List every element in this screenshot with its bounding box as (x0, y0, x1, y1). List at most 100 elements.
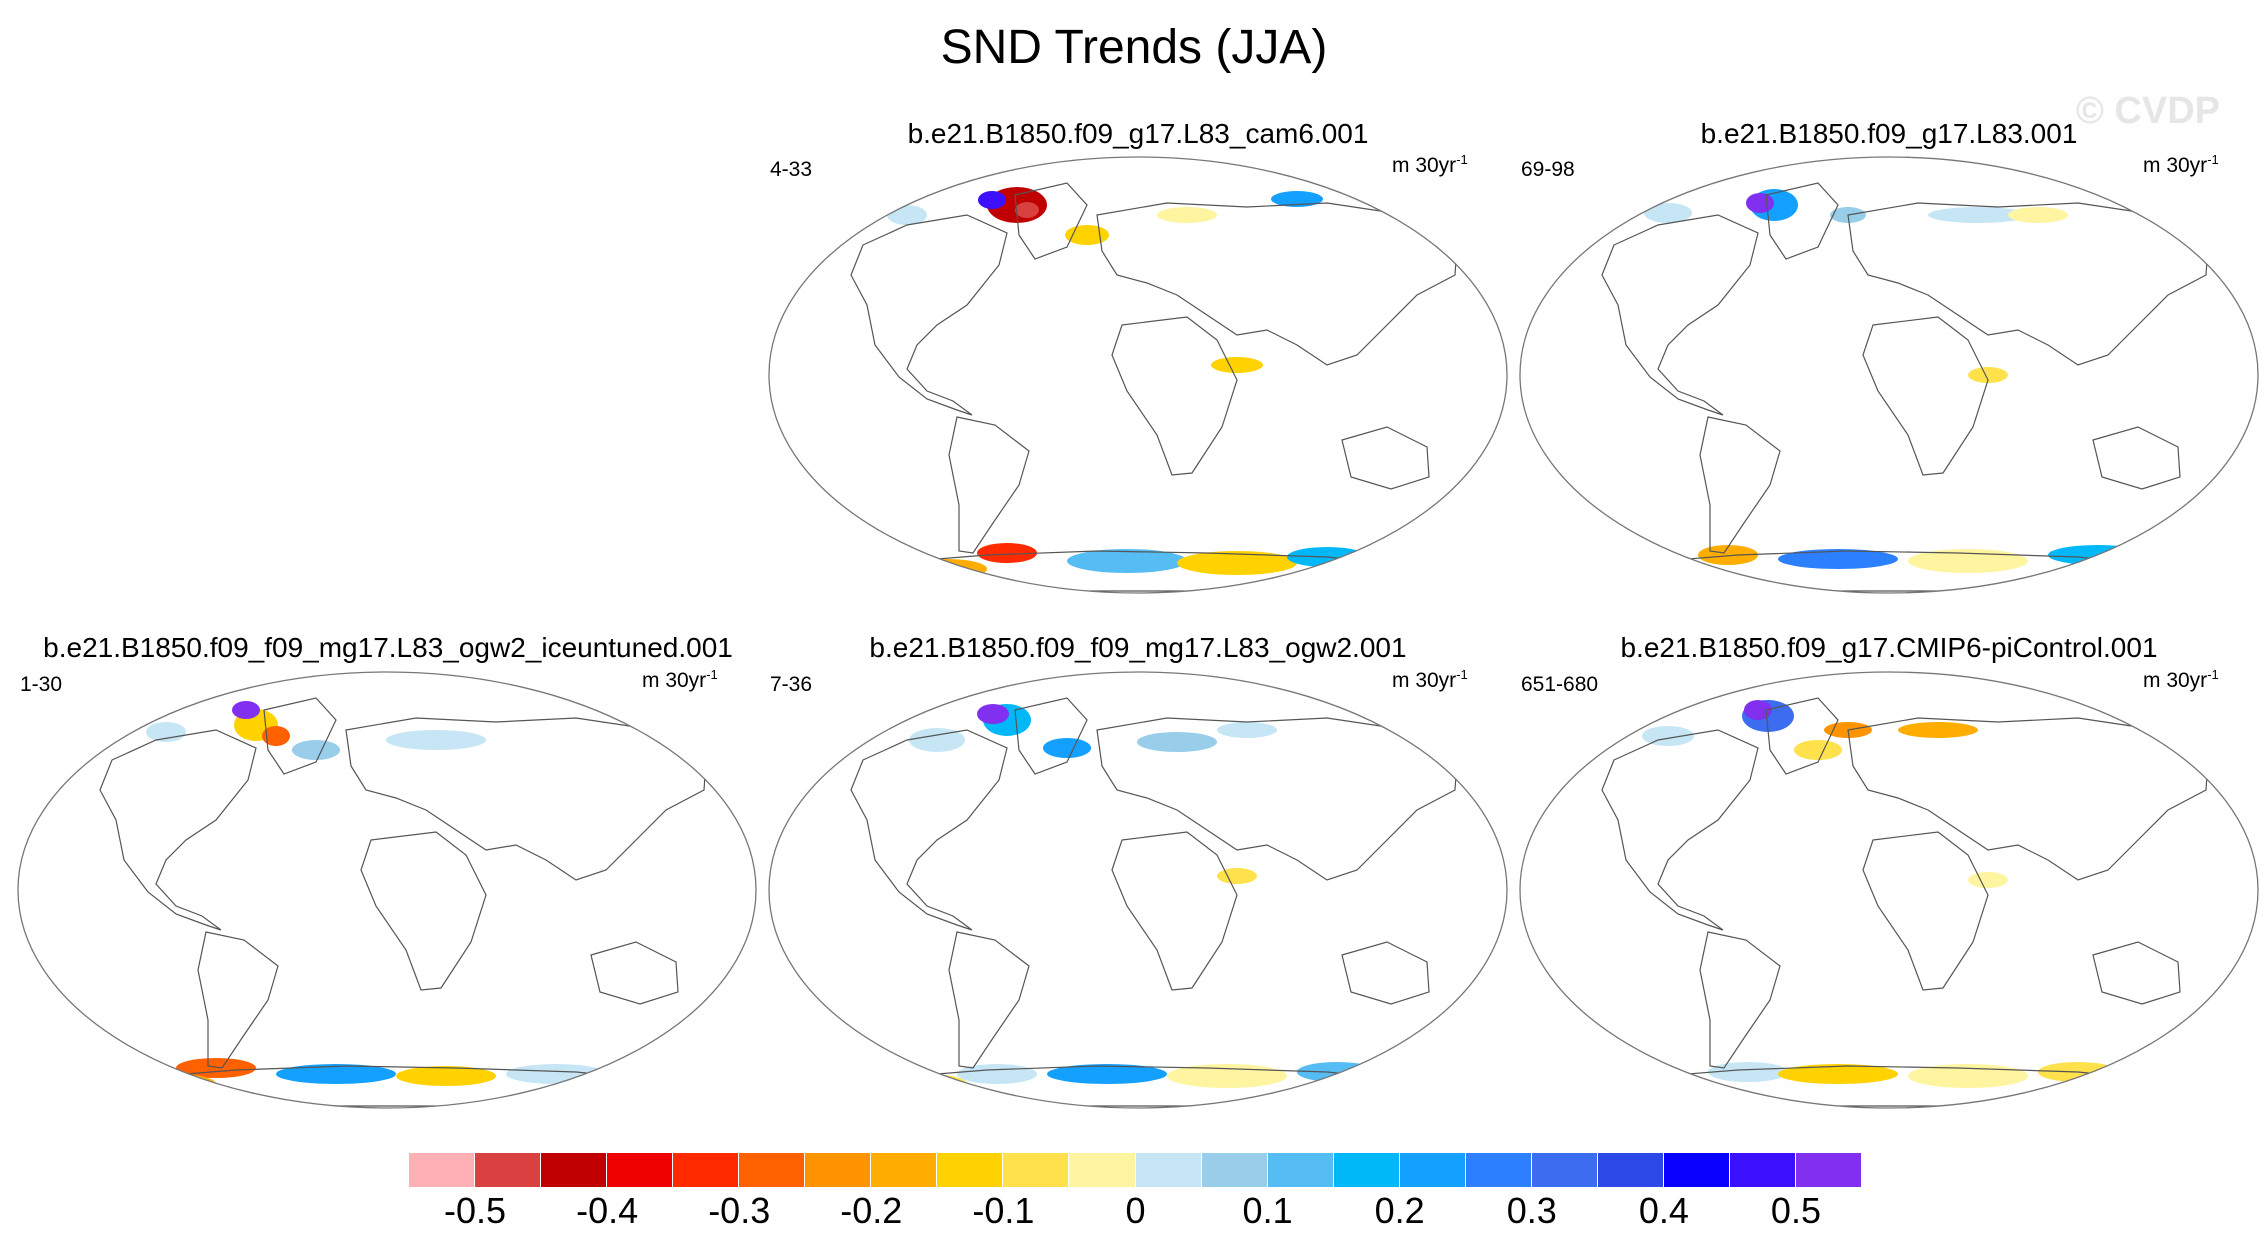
coastline (1862, 831, 1989, 991)
colorbar-swatch (1069, 1153, 1136, 1187)
trend-region (1778, 1064, 1898, 1084)
colorbar-tick-label: 0.1 (1242, 1190, 1293, 1231)
colorbar-swatch (1531, 1153, 1598, 1187)
trend-region (1644, 203, 1692, 223)
trend-region (1968, 367, 2008, 383)
coastline (1096, 717, 1458, 881)
colorbar-swatch (1795, 1153, 1863, 1187)
trend-region (232, 701, 260, 719)
panel-units-2: m 30yr-1 (2143, 152, 2219, 177)
colorbar-swatch (475, 1153, 542, 1187)
colorbar-tick-label: -0.5 (444, 1190, 507, 1231)
panel-units-4: m 30yr-1 (1392, 667, 1468, 692)
trend-region (136, 1074, 216, 1094)
trend-region (386, 730, 486, 750)
coastline (850, 214, 1008, 416)
colorbar-swatch (871, 1153, 938, 1187)
coastline (1111, 316, 1238, 476)
colorbar-tick-label: 0.2 (1374, 1190, 1425, 1231)
coastline (590, 941, 679, 1005)
coastline (1627, 550, 2179, 592)
colorbar-tick-label: 0.3 (1506, 1190, 1557, 1231)
colorbar-swatch (673, 1153, 740, 1187)
trend-region (1794, 740, 1842, 760)
coastline (1627, 1065, 2179, 1107)
panel-years-3: 1-30 (20, 673, 63, 696)
coastline (1862, 316, 1989, 476)
colorbar-swatch (1663, 1153, 1730, 1187)
coastline (1341, 941, 1430, 1005)
colorbar-swatch (739, 1153, 806, 1187)
trend-region (887, 1074, 967, 1094)
colorbar-tick-label: 0.5 (1770, 1190, 1821, 1231)
trend-region (1047, 1064, 1167, 1084)
colorbar (409, 1153, 1863, 1187)
trend-region (2008, 207, 2068, 223)
coastline (1014, 697, 1088, 775)
coastline (1847, 717, 2209, 881)
coastline (1601, 729, 1759, 931)
colorbar-swatch (541, 1153, 608, 1187)
colorbar-swatch (937, 1153, 1004, 1187)
trend-region (1177, 551, 1297, 575)
trend-region (909, 728, 965, 752)
trend-region (1898, 722, 1978, 738)
coastline (1014, 182, 1088, 260)
trend-region (276, 1064, 396, 1084)
colorbar-swatch (1201, 1153, 1268, 1187)
trend-region (146, 722, 186, 742)
coastline (1765, 182, 1839, 260)
panel-units-5: m 30yr-1 (2143, 667, 2219, 692)
trend-region (1708, 1062, 1788, 1082)
colorbar-tick-label: -0.2 (840, 1190, 903, 1231)
trend-region (176, 1058, 256, 1078)
panel-years-4: 7-36 (770, 673, 813, 696)
trend-region (1968, 872, 2008, 888)
colorbar-swatch (1465, 1153, 1532, 1187)
trend-region (977, 543, 1037, 563)
coastline (1096, 202, 1458, 366)
globe-outline (17, 671, 757, 1109)
trend-region (887, 205, 927, 225)
trend-region (1043, 738, 1091, 758)
trend-region (1157, 207, 1217, 223)
globe-outline (1519, 156, 2259, 594)
trend-region (1211, 357, 1263, 373)
trend-region (978, 191, 1006, 209)
coastline (1601, 214, 1759, 416)
panel-years-2: 69-98 (1521, 158, 1575, 181)
trend-region (262, 726, 290, 746)
colorbar-tick-label: -0.4 (576, 1190, 639, 1231)
trend-region (1744, 700, 1772, 720)
colorbar-tick-label: -0.1 (972, 1190, 1035, 1231)
coastline (1341, 426, 1430, 490)
map-panel-5 (1519, 671, 2259, 1109)
colorbar-swatch (1135, 1153, 1202, 1187)
trend-region (1628, 1074, 1708, 1094)
trend-region (977, 704, 1009, 724)
map-panel-3 (17, 671, 757, 1109)
trend-region (1271, 191, 1323, 207)
coastline (2092, 941, 2181, 1005)
trend-region (1642, 726, 1694, 746)
colorbar-swatch (1729, 1153, 1796, 1187)
trend-region (1928, 207, 2028, 223)
coastline (345, 717, 707, 881)
trend-region (1778, 549, 1898, 569)
trend-region (1067, 549, 1187, 573)
panel-units-1: m 30yr-1 (1392, 152, 1468, 177)
colorbar-swatch (1003, 1153, 1070, 1187)
coastline (850, 729, 1008, 931)
trend-region (1065, 225, 1109, 245)
trend-region (1137, 732, 1217, 752)
globe-outline (768, 156, 1508, 594)
trend-region (1746, 193, 1774, 213)
trend-region (1217, 722, 1277, 738)
trend-region (506, 1064, 606, 1084)
coastline (1699, 931, 1781, 1069)
coastline (948, 931, 1030, 1069)
panel-title-4: b.e21.B1850.f09_f09_mg17.L83_ogw2.001 (869, 632, 1407, 663)
trend-region (1217, 868, 1257, 884)
panel-years-1: 4-33 (770, 158, 813, 181)
figure-title: SND Trends (JJA) (940, 21, 1328, 74)
